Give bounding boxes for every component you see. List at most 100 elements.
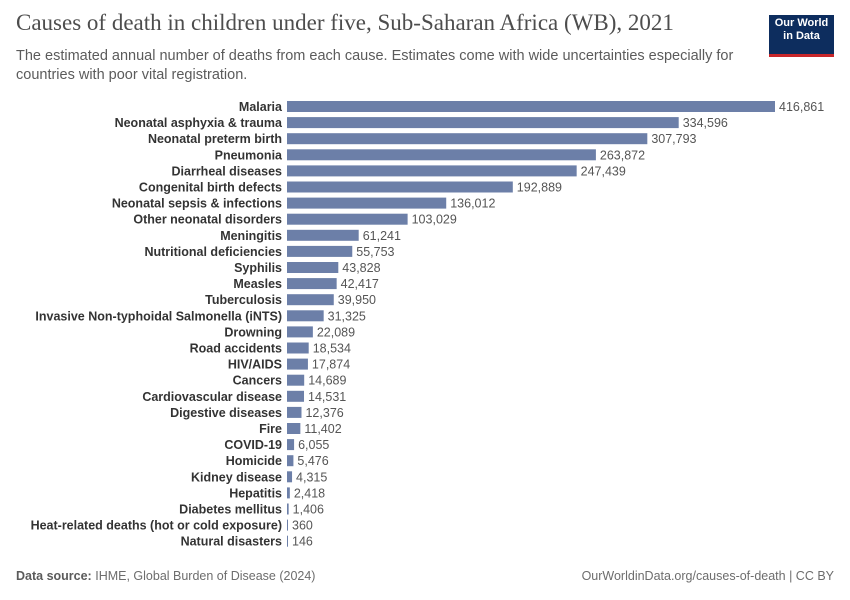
value-label: 307,793 [651,132,696,146]
bar[interactable] [287,471,293,483]
bar[interactable] [287,374,305,386]
category-label: Meningitis [220,229,282,243]
category-label: Pneumonia [215,148,283,162]
value-label: 31,325 [328,309,366,323]
bar[interactable] [287,487,290,499]
value-label: 55,753 [356,245,394,259]
category-label: Malaria [239,100,283,114]
bar[interactable] [287,406,302,418]
logo-line-2: in Data [783,30,820,42]
bar-row[interactable]: Diabetes mellitus 1,406 [179,503,324,517]
chart-title: Causes of death in children under five, … [16,10,674,35]
category-label: Measles [233,277,282,291]
data-source-text[interactable]: IHME, Global Burden of Disease (2024) [95,569,316,583]
bar-row[interactable]: Fire 11,402 [259,422,342,436]
bar[interactable] [287,229,359,241]
category-label: Fire [259,422,282,436]
value-label: 39,950 [338,293,376,307]
bar[interactable] [287,439,295,451]
bar-row[interactable]: Kidney disease 4,315 [191,470,327,484]
value-label: 334,596 [683,116,728,130]
bar-row[interactable]: Diarrheal diseases 247,439 [172,164,626,178]
bar[interactable] [287,535,288,547]
bar-row[interactable]: HIV/AIDS 17,874 [228,358,350,372]
bar[interactable] [287,213,408,225]
owid-logo[interactable]: Our World in Data [769,15,834,57]
bar[interactable] [287,423,301,434]
bar-row[interactable]: Meningitis 61,241 [220,229,401,243]
category-label: Cancers [233,374,282,388]
bar-row[interactable]: Hepatitis 2,418 [229,486,325,500]
category-label: Congenital birth defects [139,181,282,195]
bar-row[interactable]: Tuberculosis 39,950 [205,293,376,307]
category-label: COVID-19 [224,438,282,452]
bar-row[interactable]: Pneumonia 263,872 [215,148,646,162]
bar[interactable] [287,294,334,306]
bar-row[interactable]: Congenital birth defects 192,889 [139,181,562,195]
bar-row[interactable]: Neonatal sepsis & infections 136,012 [112,197,496,211]
bar-row[interactable]: Homicide 5,476 [226,454,329,468]
value-label: 18,534 [313,342,351,356]
category-label: Heat-related deaths (hot or cold exposur… [31,519,282,533]
value-label: 263,872 [600,148,645,162]
bar[interactable] [287,503,289,515]
value-label: 1,406 [293,503,324,517]
value-label: 61,241 [363,229,401,243]
bar-row[interactable]: Road accidents 18,534 [190,342,351,356]
bar-row[interactable]: Measles 42,417 [233,277,379,291]
bar-row[interactable]: Invasive Non-typhoidal Salmonella (iNTS)… [35,309,366,323]
category-label: Neonatal sepsis & infections [112,197,282,211]
value-label: 247,439 [581,164,626,178]
bar[interactable] [287,197,447,209]
category-label: Kidney disease [191,470,282,484]
category-label: Hepatitis [229,486,282,500]
category-label: Neonatal preterm birth [148,132,282,146]
footer-credit[interactable]: OurWorldinData.org/causes-of-death | CC … [581,569,834,583]
value-label: 5,476 [297,454,328,468]
value-label: 14,531 [308,390,346,404]
bar[interactable] [287,278,337,290]
bar-row[interactable]: Cancers 14,689 [233,374,347,388]
bar[interactable] [287,165,577,177]
value-label: 103,029 [412,213,457,227]
category-label: Diabetes mellitus [179,503,282,517]
bar[interactable] [287,390,305,402]
bar[interactable] [287,455,294,467]
value-label: 6,055 [298,438,329,452]
bar[interactable] [287,245,353,257]
bar-row[interactable]: COVID-19 6,055 [224,438,329,452]
value-label: 12,376 [305,406,343,420]
category-label: Syphilis [234,261,282,275]
bar[interactable] [287,133,648,145]
bar[interactable] [287,326,313,338]
bar-row[interactable]: Natural disasters 146 [181,535,313,549]
bar-row[interactable]: Nutritional deficiencies 55,753 [144,245,394,259]
bar-row[interactable]: Cardiovascular disease 14,531 [142,390,346,404]
bar-row[interactable]: Drowning 22,089 [224,325,355,339]
bar-row[interactable]: Heat-related deaths (hot or cold exposur… [31,519,313,533]
bar[interactable] [287,117,679,129]
bar-row[interactable]: Malaria 416,861 [239,100,824,114]
category-label: Other neonatal disorders [133,213,282,227]
bar-row[interactable]: Neonatal preterm birth 307,793 [148,132,697,146]
category-label: Homicide [226,454,282,468]
bar-row[interactable]: Other neonatal disorders 103,029 [133,213,456,227]
bar[interactable] [287,358,308,370]
value-label: 43,828 [342,261,380,275]
data-source: Data source: IHME, Global Burden of Dise… [16,569,315,583]
bar[interactable] [287,101,775,112]
bar[interactable] [287,149,596,161]
bar[interactable] [287,181,513,193]
value-label: 192,889 [517,181,562,195]
value-label: 360 [292,519,313,533]
category-label: Road accidents [190,342,282,356]
category-label: Drowning [224,325,282,339]
bar-row[interactable]: Syphilis 43,828 [234,261,381,275]
bar-row[interactable]: Digestive diseases 12,376 [170,406,344,420]
bar[interactable] [287,342,309,354]
logo-line-1: Our World [774,17,829,29]
bar[interactable] [287,310,324,322]
bar[interactable] [287,519,288,531]
bar-row[interactable]: Neonatal asphyxia & trauma 334,596 [115,116,728,130]
bar[interactable] [287,262,339,273]
